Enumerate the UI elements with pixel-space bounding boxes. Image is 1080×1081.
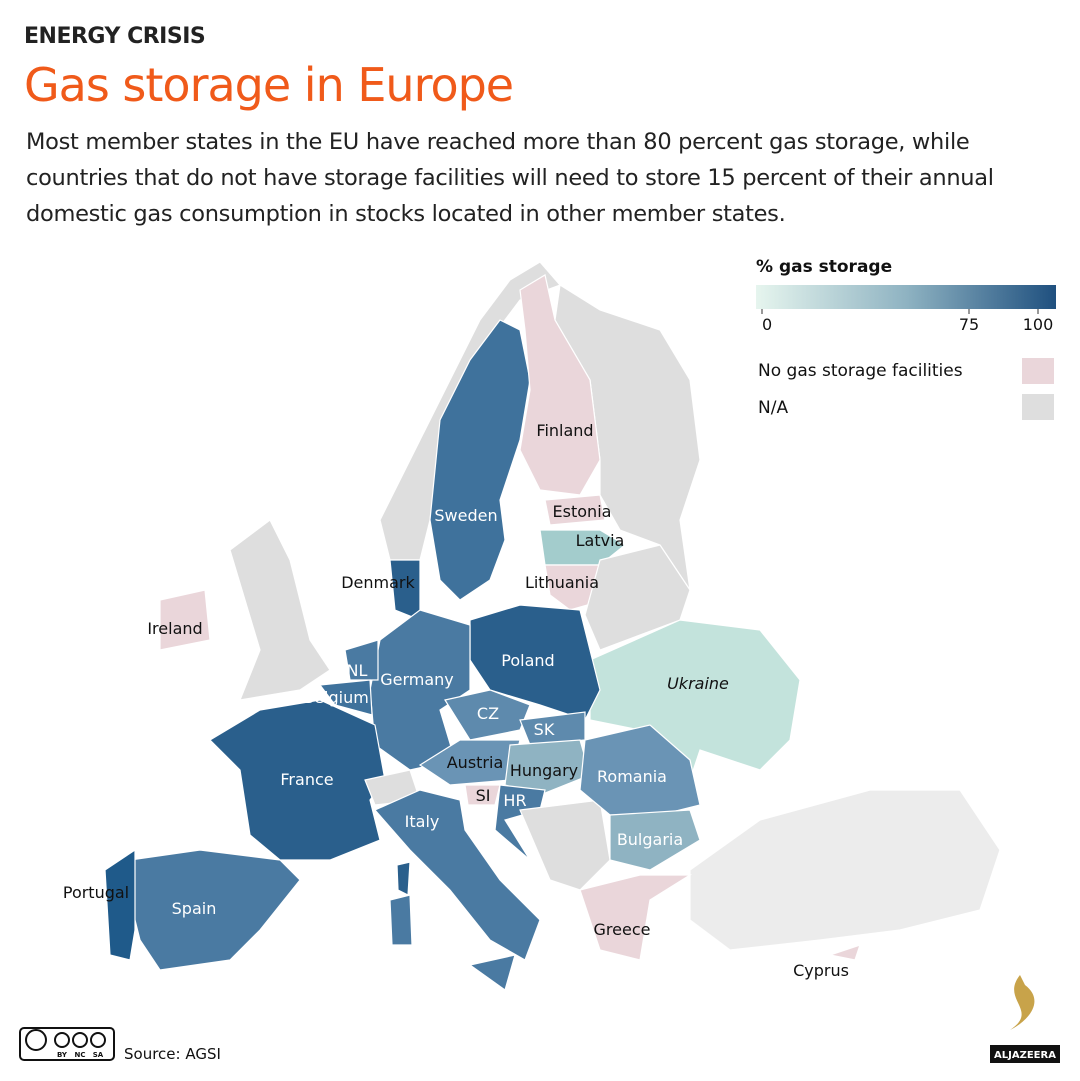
finland: [519, 274, 601, 496]
country-label: Denmark: [341, 573, 415, 592]
croatia: [494, 784, 546, 861]
cc-icon: [72, 1032, 88, 1048]
corsica: [396, 861, 411, 896]
legend-swatch: [1022, 358, 1054, 384]
germany: [369, 609, 471, 771]
country-label: Finland: [536, 421, 593, 440]
labels: Finland Sweden Estonia Latvia Denmark Lithuan…: [63, 421, 849, 980]
country-label: Belgium: [303, 688, 369, 707]
sicily: [468, 954, 516, 991]
country-label: Sweden: [434, 506, 497, 525]
country-label: Ukraine: [667, 674, 729, 693]
country-label: Portugal: [63, 883, 129, 902]
country-label: Austria: [447, 753, 504, 772]
balkans: [519, 799, 611, 891]
uk: [229, 519, 331, 701]
cc-icon: [25, 1029, 47, 1051]
estonia: [544, 494, 606, 526]
country-label: Latvia: [576, 531, 625, 550]
legend-item: N/A: [758, 398, 788, 418]
sardinia: [389, 894, 413, 946]
legend-item: No gas storage facilities: [758, 361, 963, 381]
country-label: Greece: [594, 920, 651, 939]
logo-text: ALJAZEERA: [994, 1050, 1056, 1061]
belgium: [318, 679, 373, 716]
country-label: Hungary: [510, 761, 578, 780]
legend-tick-label: 0: [762, 315, 772, 334]
license-label: NC: [75, 1051, 86, 1059]
cc-icon: [90, 1032, 106, 1048]
country-label: SI: [476, 786, 491, 805]
country-label: Romania: [597, 767, 667, 786]
country-label: Lithuania: [525, 573, 599, 592]
country-label: Cyprus: [793, 961, 849, 980]
ireland: [159, 589, 211, 651]
france: [209, 699, 386, 861]
latvia: [539, 529, 627, 566]
slovenia: [464, 784, 501, 806]
country-label: Italy: [405, 812, 440, 831]
source: Source: AGSI: [124, 1045, 221, 1063]
countries: [104, 261, 1001, 991]
country-label: France: [280, 770, 333, 789]
license-label: BY: [57, 1051, 68, 1059]
country-label: Spain: [172, 899, 217, 918]
legend-swatch: [1022, 394, 1054, 420]
country-label: CZ: [477, 704, 499, 723]
country-label: Bulgaria: [617, 830, 683, 849]
logo-bar: [990, 1045, 1060, 1063]
title: Gas storage in Europe: [24, 58, 514, 112]
country-label: Estonia: [553, 502, 612, 521]
legend-tick-label: 75: [959, 315, 979, 334]
footer: Source: AGSI ALJAZEERA BY NC SA: [19, 975, 1060, 1063]
ukraine: [589, 619, 801, 782]
legend-gradient: [756, 285, 1056, 309]
country-label: Germany: [380, 670, 454, 689]
italy: [374, 789, 541, 961]
portugal: [104, 848, 136, 961]
turkey: [689, 789, 1001, 951]
country-label: Ireland: [147, 619, 202, 638]
czechia: [444, 689, 531, 741]
subtitle: Most member states in the EU have reache…: [26, 129, 994, 227]
sweden: [429, 319, 531, 601]
legend: % gas storage 0 75 100 No gas storage facil…: [756, 257, 1056, 420]
netherlands: [344, 639, 379, 681]
country-label: NL: [347, 661, 368, 680]
kicker: ENERGY CRISIS: [24, 24, 206, 49]
hungary: [504, 739, 591, 796]
country-label: HR: [503, 791, 526, 810]
country-label: Poland: [501, 651, 554, 670]
norway: [379, 261, 562, 561]
cc-icon: [54, 1032, 70, 1048]
license-label: SA: [93, 1051, 104, 1059]
greece: [579, 874, 693, 961]
legend-title: % gas storage: [756, 257, 892, 277]
romania: [579, 724, 701, 816]
country-label: SK: [534, 720, 555, 739]
bulgaria: [609, 809, 701, 871]
logo-mark: [1010, 975, 1035, 1030]
legend-tick-label: 100: [1023, 315, 1054, 334]
cyprus: [827, 944, 861, 961]
